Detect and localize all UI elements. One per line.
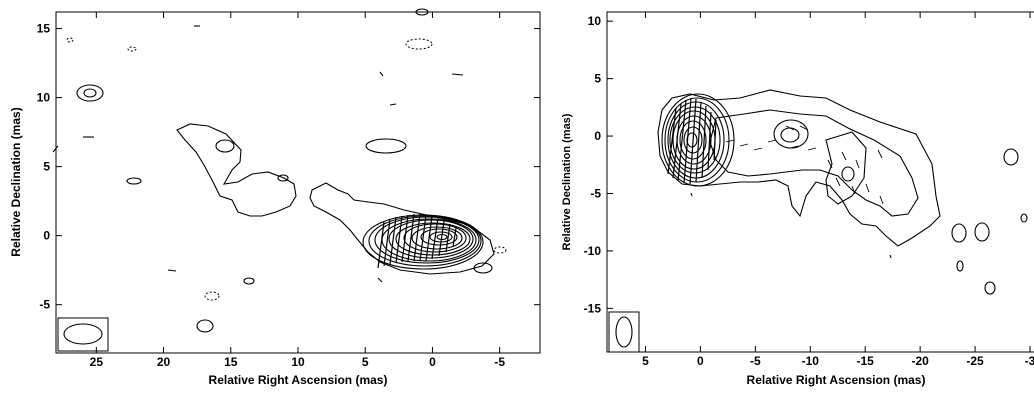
right-y-axis-label: Relative Declination (mas) xyxy=(561,113,573,250)
right-plot-frame xyxy=(606,11,1034,353)
left-negative-contour xyxy=(405,38,433,50)
right-blob xyxy=(889,254,892,259)
left-blob xyxy=(167,269,177,272)
right-contour-knot xyxy=(841,166,855,182)
right-blob xyxy=(951,223,967,243)
left-negative-contour xyxy=(66,37,74,43)
x-tick-label: -15 xyxy=(857,354,875,368)
left-blob xyxy=(243,277,255,285)
right-blob xyxy=(690,192,693,197)
left-edge-mark xyxy=(52,145,59,153)
x-tick-label: 10 xyxy=(291,355,305,369)
left-blob xyxy=(389,103,397,106)
left-blob xyxy=(277,174,289,182)
right-contour-knot xyxy=(825,131,867,205)
left-blob xyxy=(83,88,97,98)
right-x-tick-labels: 5 0 -5 -10 -15 -20 -25 -3 xyxy=(642,354,1034,368)
y-tick-label: 10 xyxy=(588,14,602,28)
right-blob xyxy=(956,260,964,272)
right-contour-envelope xyxy=(657,89,941,247)
x-tick-label: 0 xyxy=(697,354,704,368)
x-tick-label: 25 xyxy=(90,355,104,369)
right-contours xyxy=(657,89,1028,295)
left-blob xyxy=(365,138,407,154)
left-blob xyxy=(451,73,464,76)
left-blob xyxy=(415,8,429,16)
x-tick-label: -5 xyxy=(750,354,761,368)
right-beam xyxy=(608,311,640,353)
y-tick-label: -5 xyxy=(590,186,601,200)
x-tick-label: -25 xyxy=(966,354,984,368)
y-tick-label: 0 xyxy=(594,129,601,143)
y-tick-label: -10 xyxy=(584,244,602,258)
right-blob xyxy=(984,281,996,295)
right-polarization-vectors xyxy=(667,97,884,205)
left-blob xyxy=(76,84,104,102)
left-contour-bridge xyxy=(309,182,495,275)
right-panel: 5 0 -5 -10 -15 -20 -25 -3 10 5 0 -5 -10 -15 Relative… xyxy=(561,11,1034,387)
left-y-axis-label: Relative Declination (mas) xyxy=(9,107,23,256)
left-polarization-vectors xyxy=(377,213,457,269)
left-x-tick-labels: 25 20 15 10 5 0 -5 xyxy=(90,355,506,369)
y-tick-label: 5 xyxy=(43,160,50,174)
left-blob xyxy=(196,319,214,333)
left-x-axis-label: Relative Right Ascension (mas) xyxy=(209,373,388,387)
right-contour-knot xyxy=(773,119,809,149)
y-tick-label: 0 xyxy=(43,229,50,243)
left-blob xyxy=(377,277,383,283)
x-tick-label: -20 xyxy=(911,354,929,368)
left-blob xyxy=(473,262,493,274)
right-x-axis-label: Relative Right Ascension (mas) xyxy=(747,373,926,387)
left-blob xyxy=(215,139,235,153)
left-plot-frame xyxy=(55,11,541,354)
x-tick-label: 15 xyxy=(224,355,238,369)
right-y-tick-labels: 10 5 0 -5 -10 -15 xyxy=(584,14,602,315)
x-tick-label: -5 xyxy=(494,355,505,369)
left-panel: 25 20 15 10 5 0 -5 15 10 5 0 -5 Relative Right Asc… xyxy=(9,8,541,387)
x-tick-label: 5 xyxy=(362,355,369,369)
left-contour-envelope xyxy=(176,123,297,217)
left-beam xyxy=(57,317,109,352)
y-tick-label: 10 xyxy=(37,91,51,105)
x-tick-label: 0 xyxy=(429,355,436,369)
x-tick-label: -10 xyxy=(802,354,820,368)
left-negative-contour xyxy=(204,291,220,301)
left-y-tick-labels: 15 10 5 0 -5 xyxy=(37,22,51,312)
x-tick-label: -3 xyxy=(1025,354,1034,368)
right-blob xyxy=(1003,148,1019,166)
right-core-contours xyxy=(661,93,735,187)
y-tick-label: -15 xyxy=(584,301,602,315)
left-negative-contour xyxy=(493,246,507,254)
right-blob xyxy=(1020,213,1028,223)
right-axis-ticks xyxy=(607,12,1031,352)
left-blob xyxy=(126,177,142,185)
right-contour-inner xyxy=(709,109,919,217)
left-axis-ticks xyxy=(56,12,540,353)
x-tick-label: 20 xyxy=(157,355,171,369)
left-negative-contour xyxy=(127,46,137,52)
right-blob xyxy=(974,222,990,242)
left-contours xyxy=(52,8,507,333)
x-tick-label: 5 xyxy=(642,354,649,368)
left-blob xyxy=(379,71,384,77)
right-contour-knot xyxy=(780,127,800,143)
y-tick-label: 5 xyxy=(594,72,601,86)
y-tick-label: -5 xyxy=(39,298,50,312)
y-tick-label: 15 xyxy=(37,22,51,36)
